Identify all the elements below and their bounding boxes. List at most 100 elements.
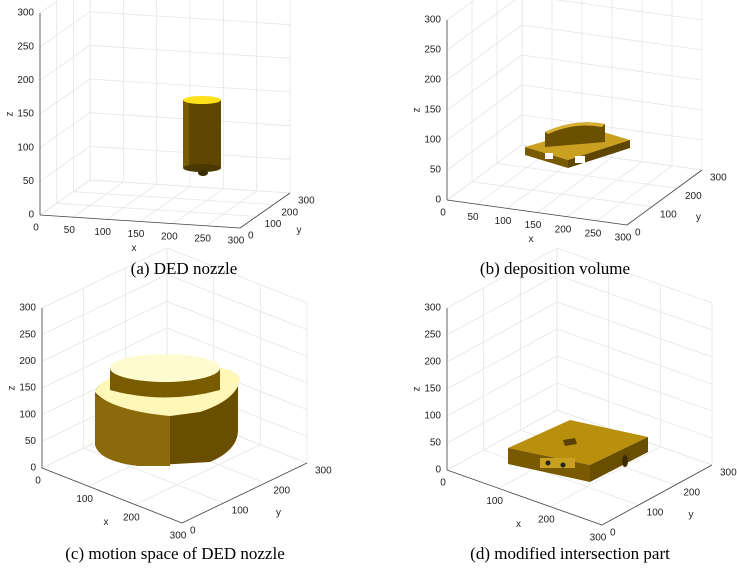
grid-line [471, 181, 653, 208]
grid-line [446, 382, 558, 444]
grid-line [556, 355, 713, 412]
x-tick-label: 0 [440, 478, 446, 489]
y-axis-label: y [276, 508, 281, 519]
grid-line [446, 114, 523, 171]
x-axis-label: x [104, 517, 109, 528]
y-axis [239, 192, 291, 229]
y-tick-label: 0 [635, 228, 641, 239]
grid-line [166, 300, 308, 357]
grid-line [521, 114, 703, 141]
z-tick-label: 100 [424, 135, 441, 146]
grid-line [446, 144, 523, 201]
caption: (b) deposition volume [480, 259, 630, 278]
z-tick-label: 50 [430, 438, 442, 449]
y-tick-label: 100 [265, 219, 282, 230]
x-tick-label: 0 [35, 476, 41, 487]
x-tick-label: 150 [128, 229, 145, 240]
caption: (c) motion space of DED nozzle [65, 544, 285, 563]
grid-line [39, 0, 60, 14]
x-tick-label: 200 [555, 224, 572, 235]
labels: 0 50 100 150 200 250 300 0100200300050100150200… [5, 8, 737, 563]
z-tick-label: 200 [424, 75, 441, 86]
y-tick-label: 200 [683, 488, 700, 499]
grid-line [89, 44, 291, 59]
grid-line [166, 247, 308, 304]
z-tick-label: 50 [25, 436, 37, 447]
grid-line [446, 24, 523, 81]
grid-line [73, 191, 274, 206]
grid-line [139, 186, 191, 222]
z-tick-label: 300 [19, 303, 36, 314]
grid-line [89, 179, 291, 194]
grid-line [89, 11, 291, 26]
grid-line [446, 84, 523, 141]
grid-line [521, 24, 703, 51]
grid-line [41, 247, 168, 309]
y-tick-label: 200 [273, 486, 290, 497]
y-tick-label: 100 [232, 506, 249, 517]
x-tick-label: 100 [94, 227, 111, 238]
grid-line [556, 247, 713, 304]
y-tick-label: 300 [315, 466, 332, 477]
x-tick-label: 250 [194, 233, 211, 244]
y-tick-label: 100 [647, 508, 664, 519]
z-tick-label: 250 [19, 329, 36, 340]
x-tick-label: 200 [538, 514, 555, 525]
y-axis [626, 169, 703, 226]
z-tick-label: 200 [19, 356, 36, 367]
z-tick-label: 150 [424, 384, 441, 395]
z-tick-label: 0 [30, 463, 36, 474]
x-tick-label: 300 [615, 233, 632, 244]
grid-line [446, 54, 523, 111]
y-axis-label: y [297, 225, 302, 236]
grid-line [555, 0, 703, 21]
y-tick-label: 300 [298, 196, 315, 207]
grid-line [135, 444, 261, 506]
x-tick-label: 100 [495, 216, 512, 227]
x-tick-label: 50 [64, 225, 76, 236]
y-axis [601, 464, 713, 526]
grid-line [556, 301, 713, 358]
grid-line [89, 78, 291, 93]
x-tick-label: 200 [161, 231, 178, 242]
grid-line [536, 157, 613, 213]
z-tick-label: 300 [424, 303, 441, 314]
grid-line [39, 45, 91, 81]
grid-line [521, 84, 703, 111]
y-axis-label: y [696, 212, 701, 223]
y-tick-label: 200 [281, 207, 298, 218]
caption: (d) modified intersection part [470, 544, 670, 563]
grid-line [596, 165, 673, 222]
grid-line [41, 274, 168, 336]
grid-line [106, 184, 157, 220]
grid-line [521, 54, 703, 81]
z-tick-label: 100 [17, 142, 34, 153]
z-tick-label: 150 [19, 383, 36, 394]
grid-line [41, 300, 168, 362]
z-tick-label: 100 [424, 411, 441, 422]
grid-line [173, 188, 224, 224]
z-axis-label: z [412, 108, 423, 113]
y-tick-label: 0 [610, 528, 616, 539]
z-tick-label: 250 [424, 330, 441, 341]
x-tick-label: 100 [486, 496, 503, 507]
grid-line [166, 274, 308, 331]
grid-line [39, 146, 91, 182]
grid-line [446, 274, 558, 336]
nozzle-shape [183, 96, 221, 176]
z-tick-label: 200 [17, 75, 34, 86]
grid-line [56, 202, 257, 217]
z-tick-label: 50 [23, 176, 35, 187]
y-tick-label: 300 [710, 173, 727, 184]
y-tick-label: 0 [248, 231, 254, 242]
grid-line [39, 179, 91, 216]
grid-line [446, 0, 475, 21]
z-tick-label: 150 [17, 109, 34, 120]
x-tick-label: 300 [170, 531, 187, 542]
z-tick-label: 0 [28, 210, 34, 221]
caption: (a) DED nozzle [131, 259, 238, 278]
z-tick-label: 300 [424, 15, 441, 26]
grid-line [550, 446, 661, 508]
z-axis-label: z [5, 112, 16, 117]
x-tick-label: 300 [590, 533, 607, 544]
